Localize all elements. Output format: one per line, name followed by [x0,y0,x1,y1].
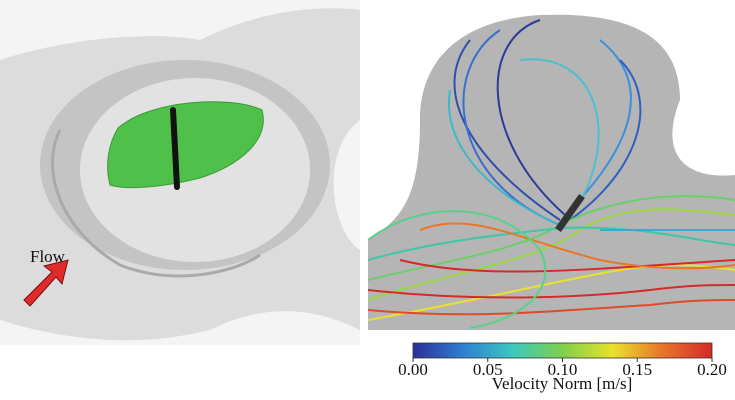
figure: Flow Velocity Norm [m/s] 0. [0,0,735,400]
colorbar-tick-label: 0.15 [622,360,652,379]
colorbar-tick-label: 0.10 [548,360,578,379]
right-panel [368,8,735,330]
figure-canvas: Flow Velocity Norm [m/s] 0. [0,0,735,400]
colorbar-tick-label: 0.05 [473,360,503,379]
colorbar-tick-label: 0.20 [697,360,727,379]
colorbar-ramp [413,343,712,358]
flow-label: Flow [30,247,66,266]
colorbar-tick-label: 0.00 [398,360,428,379]
left-panel: Flow [0,0,360,345]
